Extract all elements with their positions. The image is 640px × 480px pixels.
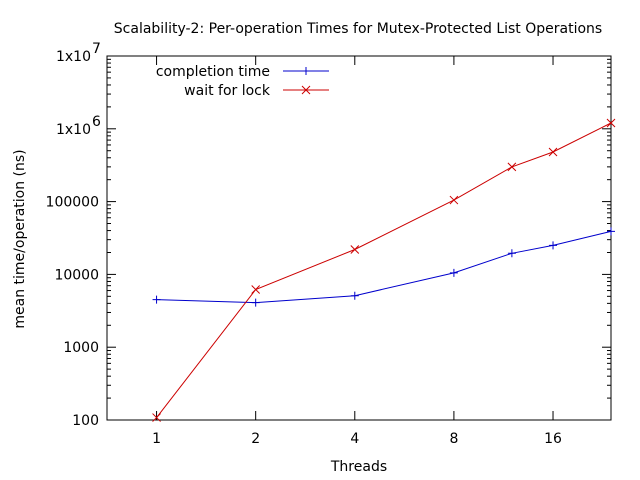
data-point-plus-marker bbox=[251, 298, 260, 307]
data-point-cross-marker bbox=[606, 118, 616, 128]
data-point-plus-marker bbox=[507, 249, 516, 258]
data-point-cross-marker bbox=[350, 245, 360, 254]
x-tick-label: 16 bbox=[544, 431, 562, 447]
data-point-plus-marker bbox=[350, 291, 359, 300]
legend: completion time wait for lock bbox=[156, 64, 329, 99]
data-point-cross-marker bbox=[507, 162, 517, 172]
y-tick-label: 100000 bbox=[46, 195, 99, 211]
chart-title: Scalability-2: Per-operation Times for M… bbox=[114, 21, 602, 37]
data-point-plus-marker bbox=[152, 295, 161, 304]
x-tick-label: 8 bbox=[449, 431, 458, 447]
series-wait-for-lock bbox=[152, 118, 616, 422]
y-axis-label: mean time/operation (ns) bbox=[12, 149, 28, 328]
data-point-plus-marker bbox=[607, 227, 615, 236]
legend-label: wait for lock bbox=[184, 83, 271, 99]
data-point-cross-marker bbox=[251, 285, 261, 294]
data-point-cross-marker bbox=[449, 195, 459, 205]
series-line bbox=[156, 230, 612, 304]
data-point-plus-marker bbox=[449, 268, 458, 277]
data-point-plus-marker bbox=[302, 67, 310, 75]
data-point-plus-marker bbox=[549, 241, 558, 250]
series-layer bbox=[152, 118, 616, 422]
y-tick-label: 100 bbox=[72, 413, 99, 429]
data-point-cross-marker bbox=[152, 413, 161, 422]
data-point-cross-marker bbox=[548, 147, 558, 157]
data-point-cross-marker bbox=[301, 85, 311, 95]
x-tick-label: 2 bbox=[251, 431, 260, 447]
y-tick-label: 1000 bbox=[63, 340, 99, 356]
y-tick-exponent: 7 bbox=[92, 41, 101, 57]
legend-label: completion time bbox=[156, 64, 270, 80]
series-completion-time bbox=[152, 227, 615, 307]
plot-area-frame bbox=[106, 55, 612, 421]
y-tick-label: 10000 bbox=[54, 267, 99, 283]
x-axis-label: Threads bbox=[330, 459, 387, 475]
x-tick-label: 1 bbox=[152, 431, 161, 447]
y-tick-label: 1x10 bbox=[56, 122, 91, 138]
y-tick-exponent: 6 bbox=[92, 114, 101, 130]
x-tick-label: 4 bbox=[350, 431, 359, 447]
series-line bbox=[156, 122, 612, 418]
y-tick-label: 1x10 bbox=[56, 49, 91, 65]
